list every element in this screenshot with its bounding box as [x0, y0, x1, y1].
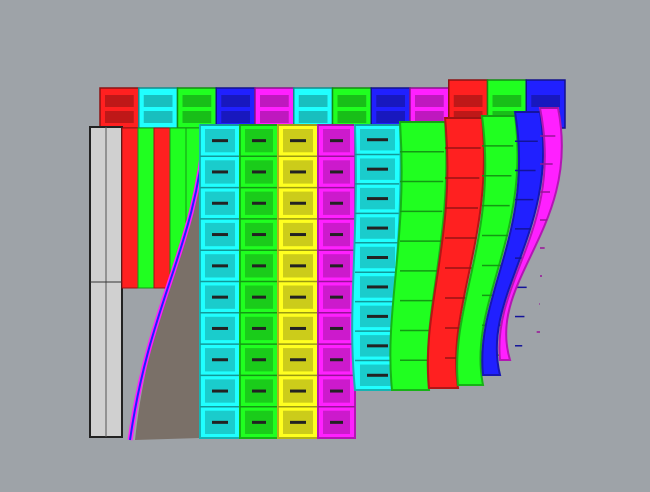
panel-label-text — [367, 138, 388, 142]
panel-label-text — [290, 389, 306, 393]
panel-label — [337, 111, 367, 123]
panel-label-text — [212, 326, 228, 330]
panel-label — [453, 95, 483, 107]
panel-label — [298, 95, 328, 107]
panel-label-text — [252, 139, 266, 143]
panel-label-text — [330, 264, 343, 268]
panel-label-text — [252, 358, 266, 362]
panel-label-text — [252, 420, 266, 424]
panel-label-text — [367, 373, 388, 377]
panel-label-text — [330, 233, 343, 237]
front-panel-column — [389, 121, 448, 391]
panel-label-text — [330, 389, 343, 393]
front-panel-column — [498, 107, 563, 361]
front-panel-column — [481, 111, 545, 376]
panel-label-text — [330, 170, 343, 174]
panel-label — [221, 95, 250, 107]
panel-label — [182, 95, 212, 107]
panel-label-text — [212, 264, 228, 268]
panel-label — [105, 111, 134, 123]
panel-label — [415, 111, 444, 123]
panel-label — [182, 111, 212, 123]
panel-label-text — [330, 420, 343, 424]
front-panel-column — [426, 117, 485, 389]
panel-label-text — [290, 358, 306, 362]
panel-label-text — [367, 256, 388, 259]
panel-label-text — [290, 170, 306, 174]
panel-label-text — [330, 358, 343, 362]
panel-label-text — [290, 139, 306, 143]
panel-label-text — [290, 420, 306, 424]
panel-label-text — [290, 326, 306, 330]
front-panel-column — [456, 115, 519, 386]
panel-label — [221, 111, 250, 123]
panel-label-text — [252, 389, 266, 393]
panel-label-text — [252, 170, 266, 174]
panel-label — [298, 111, 328, 123]
panel-label — [337, 95, 367, 107]
panel-label-text — [367, 314, 388, 318]
panel-label-text — [212, 295, 228, 299]
panel-label-text — [290, 295, 306, 299]
panel-label — [260, 95, 289, 107]
panel-label-text — [212, 170, 228, 174]
panel-label — [376, 111, 405, 123]
panel-label — [260, 111, 289, 123]
panel-label-text — [330, 139, 343, 143]
panel-label-text — [290, 201, 306, 205]
panel-label-text — [212, 389, 228, 393]
panel-label-text — [212, 358, 228, 362]
panel-label-text — [252, 264, 266, 268]
panel-label-text — [367, 285, 388, 289]
panel-label-text — [330, 295, 343, 299]
panel-label-text — [252, 201, 266, 205]
panel-label-text — [252, 326, 266, 330]
panel-label-text — [252, 233, 266, 237]
panel-label — [492, 95, 522, 107]
panel-label-text — [290, 264, 306, 268]
panel-label-text — [212, 233, 228, 237]
panel-label-text — [330, 201, 343, 205]
panel-label — [531, 95, 560, 107]
panel-label-text — [367, 167, 388, 171]
panel-label-text — [367, 226, 388, 230]
panel-label — [143, 95, 173, 107]
panel-label-text — [367, 197, 388, 201]
panel-label-text — [212, 420, 228, 424]
panel-label-text — [330, 326, 343, 330]
panel-label — [105, 95, 134, 107]
strip-panel — [121, 127, 139, 289]
panel-label-text — [212, 201, 228, 205]
panel-label — [143, 111, 173, 123]
panel-label — [415, 95, 444, 107]
strip-panel — [153, 127, 171, 289]
panel-label-text — [252, 295, 266, 299]
panel-label-text — [212, 139, 228, 143]
strip-panel — [137, 127, 155, 289]
panel-label — [376, 95, 405, 107]
panel-label-text — [367, 344, 388, 348]
panel-label-text — [290, 233, 306, 237]
